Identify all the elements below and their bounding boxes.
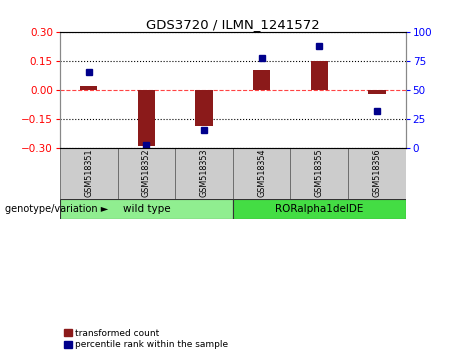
Text: GSM518355: GSM518355	[315, 149, 324, 198]
FancyBboxPatch shape	[175, 148, 233, 199]
FancyBboxPatch shape	[233, 199, 406, 219]
Bar	[368, 90, 385, 93]
Title: GDS3720 / ILMN_1241572: GDS3720 / ILMN_1241572	[146, 18, 319, 31]
Text: wild type: wild type	[123, 204, 170, 214]
FancyBboxPatch shape	[290, 148, 348, 199]
FancyBboxPatch shape	[60, 199, 233, 219]
Text: genotype/variation ►: genotype/variation ►	[5, 204, 108, 214]
Bar	[311, 61, 328, 90]
Text: GSM518354: GSM518354	[257, 149, 266, 198]
FancyBboxPatch shape	[118, 148, 175, 199]
Text: GSM518356: GSM518356	[372, 149, 381, 198]
Bar	[253, 70, 270, 90]
Text: GSM518353: GSM518353	[200, 149, 208, 198]
Text: GSM518351: GSM518351	[84, 149, 93, 198]
Bar	[195, 90, 213, 126]
FancyBboxPatch shape	[233, 148, 290, 199]
FancyBboxPatch shape	[348, 148, 406, 199]
Text: RORalpha1delDE: RORalpha1delDE	[275, 204, 363, 214]
FancyBboxPatch shape	[60, 148, 118, 199]
Bar	[138, 90, 155, 146]
Bar	[80, 86, 97, 90]
Text: GSM518352: GSM518352	[142, 149, 151, 198]
Legend: transformed count, percentile rank within the sample: transformed count, percentile rank withi…	[65, 329, 228, 349]
